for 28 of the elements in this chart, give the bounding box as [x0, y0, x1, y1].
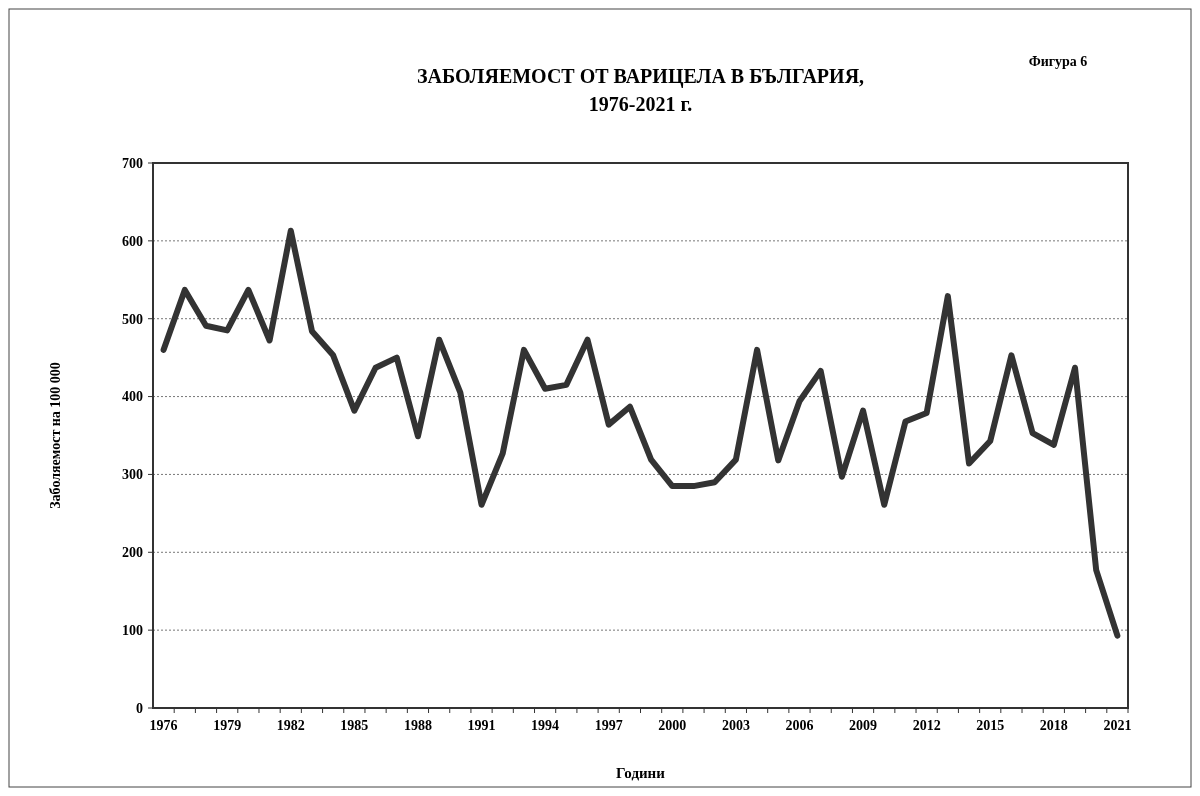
x-tick-label: 2009 — [849, 718, 878, 733]
y-tick-label: 200 — [122, 545, 143, 561]
x-tick-label: 1982 — [276, 718, 305, 733]
y-tick-label: 500 — [122, 311, 143, 327]
y-tick-label: 100 — [122, 623, 143, 639]
x-tick-label: 2015 — [976, 718, 1005, 733]
y-tick-label: 400 — [122, 389, 143, 405]
y-tick-label: 0 — [136, 700, 143, 716]
x-tick-label: 2012 — [912, 718, 941, 733]
x-tick-label: 1991 — [467, 718, 496, 733]
x-tick-label: 1997 — [594, 718, 623, 733]
x-tick-label: 1985 — [340, 718, 369, 733]
x-tick-label: 1994 — [531, 718, 560, 733]
chart-title: ЗАБОЛЯЕМОСТ ОТ ВАРИЦЕЛА В БЪЛГАРИЯ, 1976-2021 г. — [416, 65, 865, 115]
x-tick-label: 2018 — [1039, 718, 1068, 733]
x-tick-label: 2021 — [1103, 718, 1132, 733]
x-tick-label: 1979 — [213, 718, 242, 733]
y-tick-label: 700 — [122, 155, 143, 171]
y-axis-title: Заболяемост на 100 000 — [48, 362, 63, 509]
y-tick-label: 600 — [122, 233, 143, 249]
x-tick-label: 1988 — [403, 718, 432, 733]
x-axis-title: Години — [616, 765, 666, 781]
x-tick-label: 2006 — [785, 718, 814, 733]
x-tick-label: 2000 — [658, 718, 687, 733]
y-tick-label: 300 — [122, 467, 143, 483]
x-tick-label: 1976 — [149, 718, 178, 733]
x-tick-label: 2003 — [721, 718, 750, 733]
text: Фигура 6 — [1028, 54, 1088, 69]
